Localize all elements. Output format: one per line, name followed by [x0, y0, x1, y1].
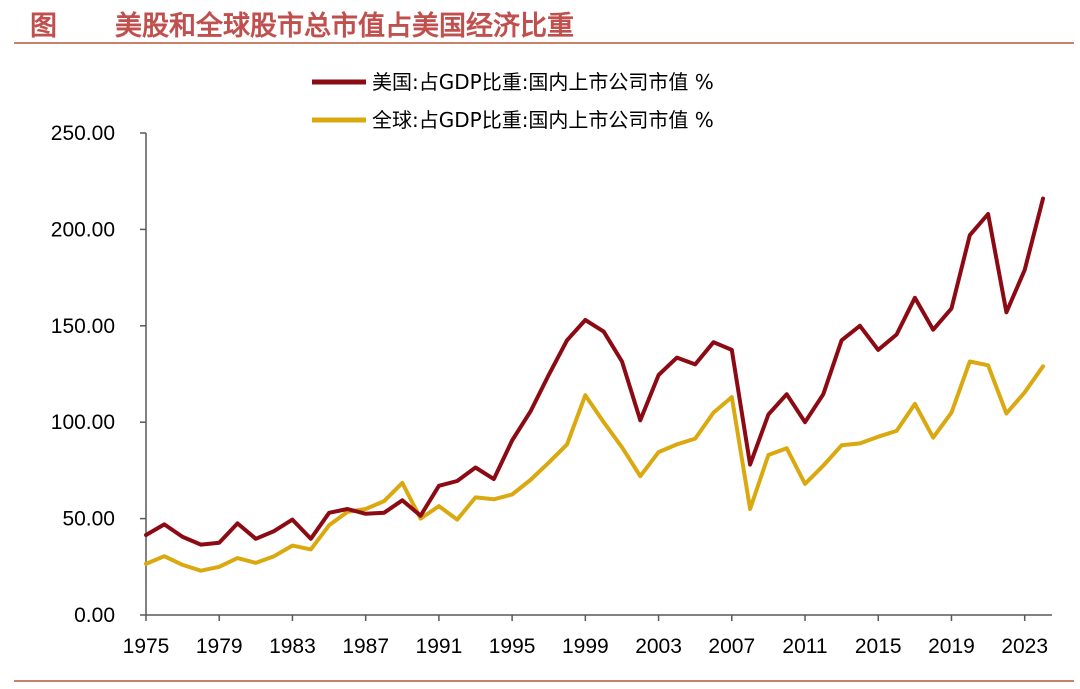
series-line-world [144, 359, 1045, 573]
x-tick-label: 1975 [123, 635, 170, 658]
series-line-us [144, 196, 1045, 547]
footer-rule [14, 680, 1074, 682]
x-tick-label: 1979 [196, 635, 243, 658]
x-tick-label: 2023 [1001, 635, 1048, 658]
x-tick-label: 2019 [928, 635, 975, 658]
x-tick-label: 1987 [342, 635, 389, 658]
y-tick-label: 200.00 [51, 218, 115, 241]
y-tick-label: 150.00 [51, 315, 115, 338]
legend: 美国:占GDP比重:国内上市公司市值 % 全球:占GDP比重:国内上市公司市值 … [312, 70, 714, 132]
x-tick-label: 1999 [562, 635, 609, 658]
header-rule [14, 42, 1074, 44]
figure-title: 美股和全球股市总市值占美国经济比重 [115, 11, 574, 42]
x-tick-label: 1991 [416, 635, 463, 658]
x-tick-label: 2007 [708, 635, 755, 658]
x-tick-label: 1995 [489, 635, 536, 658]
legend-label-world: 全球:占GDP比重:国内上市公司市值 % [372, 108, 714, 132]
x-tick-label: 2003 [635, 635, 682, 658]
x-tick-label: 1983 [269, 635, 316, 658]
y-tick-label: 100.00 [51, 411, 115, 434]
y-tick-label: 0.00 [74, 604, 115, 627]
y-tick-label: 50.00 [62, 508, 115, 531]
y-tick-label: 250.00 [51, 122, 115, 145]
legend-label-us: 美国:占GDP比重:国内上市公司市值 % [372, 70, 714, 94]
x-axis: 1975 1979 1983 1987 1991 1995 1999 2003 2007 2011… [123, 614, 1052, 658]
y-axis: 0.00 50.00 100.00 150.00 200.00 250.00 [51, 122, 147, 627]
x-tick-label: 2011 [782, 635, 827, 658]
series-layer [144, 196, 1045, 573]
x-tick-label: 2015 [855, 635, 902, 658]
figure-label: 图 [30, 11, 57, 42]
